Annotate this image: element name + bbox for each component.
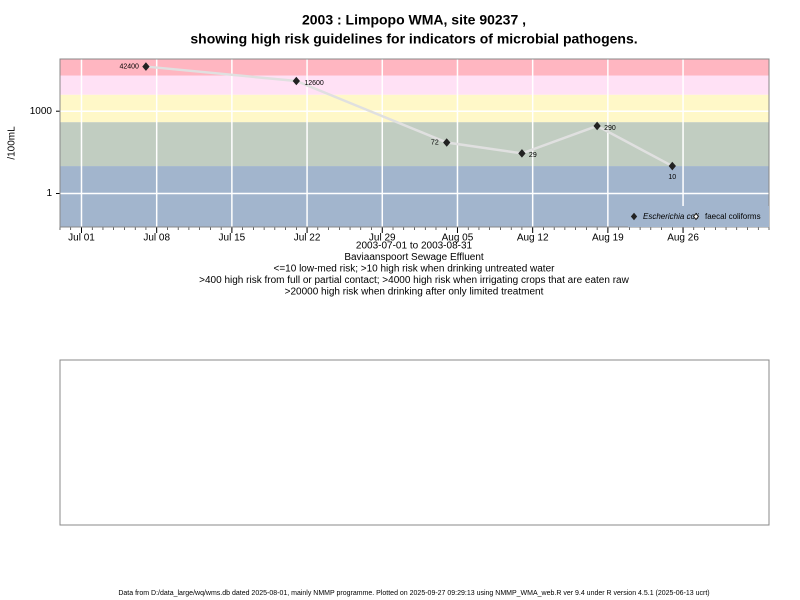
data-label: 72: [431, 139, 439, 146]
data-label: 12600: [304, 80, 324, 87]
x-tick-label: Aug 19: [592, 233, 624, 244]
chart-title: showing high risk guidelines for indicat…: [190, 31, 637, 47]
empty-panel: [59, 359, 770, 526]
y-axis-label: /100mL: [7, 126, 18, 160]
x-axis-label: Baviaanspoort Sewage Effluent: [344, 252, 484, 263]
risk-band: [60, 75, 769, 95]
x-tick-label: Jul 08: [143, 233, 170, 244]
y-tick-label: 1: [46, 188, 52, 199]
risk-band: [60, 59, 769, 76]
point: [142, 62, 150, 71]
x-tick-label: Aug 26: [667, 233, 699, 244]
data-label: 290: [604, 125, 616, 132]
x-tick-label: Jul 15: [219, 233, 246, 244]
x-tick-label: Jul 29: [369, 233, 396, 244]
point: [518, 149, 526, 158]
point: [593, 121, 601, 131]
data-label: 29: [529, 152, 537, 159]
legend-label: faecal coliforms: [705, 212, 761, 221]
legend-label: Escherichia coli: [643, 212, 699, 221]
point: [668, 161, 676, 171]
data-label: 10: [668, 174, 676, 181]
x-tick-label: Jul 22: [294, 233, 321, 244]
point: [292, 76, 300, 86]
series-line: [145, 65, 673, 168]
x-tick-label: Jul 01: [68, 233, 95, 244]
x-axis-label: >400 high risk from full or partial cont…: [199, 275, 629, 286]
data-label: 42400: [119, 63, 139, 70]
point: [443, 138, 451, 147]
footer: Data from D:/data_large/wq/wms.db dated …: [118, 590, 709, 597]
x-axis-label: <=10 low-med risk; >10 high risk when dr…: [274, 264, 556, 275]
chart-title: 2003 : Limpopo WMA, site 90237 ,: [302, 12, 526, 28]
plot-frame: [59, 58, 770, 228]
x-tick-label: Aug 05: [442, 233, 474, 244]
x-axis-label: 2003-07-01 to 2003-08-31: [356, 241, 473, 252]
legend-marker: [630, 212, 638, 221]
y-tick-label: 1000: [30, 106, 53, 117]
x-tick-label: Aug 12: [517, 233, 549, 244]
risk-band: [60, 94, 769, 123]
x-axis-label: >20000 high risk when drinking after onl…: [285, 287, 544, 298]
legend-marker: [692, 212, 700, 221]
